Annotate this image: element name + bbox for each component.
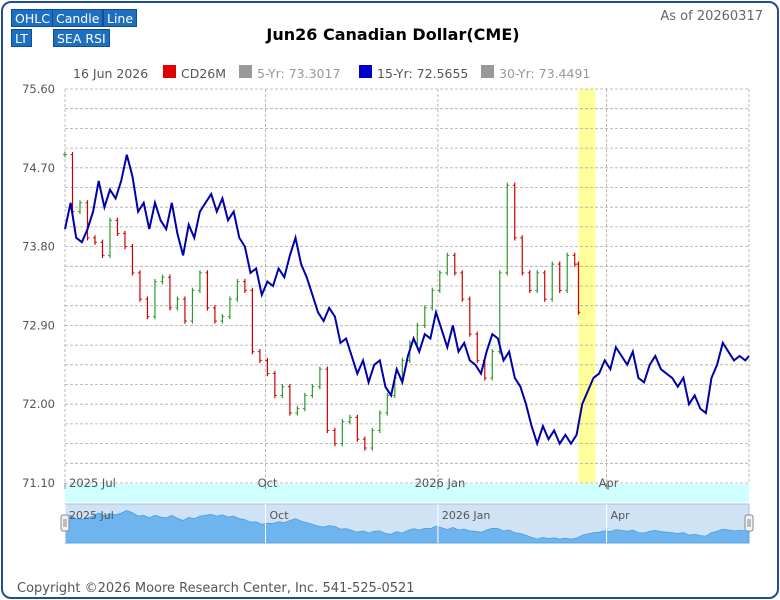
navigator-handle-right[interactable] [744, 514, 754, 532]
x-tick-label: Apr [599, 476, 619, 490]
seasonal-line-15yr [64, 154, 750, 447]
y-tick-label: 73.80 [22, 240, 55, 254]
legend-label-cd26m[interactable]: CD26M [181, 66, 226, 81]
legend-swatch-30yr [481, 65, 494, 78]
chart-title: Jun26 Canadian Dollar(CME) [266, 25, 520, 44]
copyright-text: Copyright ©2026 Moore Research Center, I… [17, 581, 415, 596]
legend-swatch-15yr [359, 65, 372, 78]
sea-rsi-button[interactable]: SEA RSI [53, 29, 110, 47]
ohlc-button[interactable]: OHLC [11, 9, 54, 27]
navigator[interactable]: 2025 Jul Oct 2026 Jan Apr [60, 503, 754, 544]
legend-label-30yr[interactable]: 30-Yr: 73.4491 [499, 66, 590, 81]
navigator-handle-left[interactable] [60, 514, 70, 532]
x-tick-label: Oct [258, 476, 278, 490]
y-tick-label: 71.10 [22, 476, 55, 490]
navigator-label: 2025 Jul [69, 509, 114, 522]
price-chart[interactable]: 16 Jun 2026 CD26M 5-Yr: 73.3017 15-Yr: 7… [3, 3, 779, 563]
legend-swatch-cd26m [163, 65, 176, 78]
legend[interactable]: 16 Jun 2026 CD26M 5-Yr: 73.3017 15-Yr: 7… [73, 65, 590, 81]
y-tick-label: 74.70 [22, 161, 55, 175]
y-tick-label: 75.60 [22, 82, 55, 96]
lt-button[interactable]: LT [11, 29, 32, 47]
as-of-date: As of 20260317 [660, 9, 763, 24]
legend-label-15yr[interactable]: 15-Yr: 72.5655 [377, 66, 468, 81]
legend-swatch-5yr [239, 65, 252, 78]
y-tick-label: 72.00 [22, 397, 55, 411]
x-tick-label: 2026 Jan [415, 476, 466, 490]
legend-date: 16 Jun 2026 [73, 66, 148, 81]
line-button[interactable]: Line [103, 9, 138, 27]
candle-button[interactable]: Candle [52, 9, 104, 27]
navigator-label: 2026 Jan [442, 509, 490, 522]
x-tick-label: 2025 Jul [69, 476, 116, 490]
x-axis-band [65, 484, 749, 502]
navigator-label: Apr [611, 509, 631, 522]
plot-area[interactable]: 75.60 74.70 73.80 72.90 72.00 71.10 2025 Jul Oc… [22, 82, 750, 502]
navigator-label: Oct [270, 509, 290, 522]
y-tick-label: 72.90 [22, 318, 55, 332]
navigator-area [64, 510, 750, 544]
legend-label-5yr[interactable]: 5-Yr: 73.3017 [257, 66, 340, 81]
